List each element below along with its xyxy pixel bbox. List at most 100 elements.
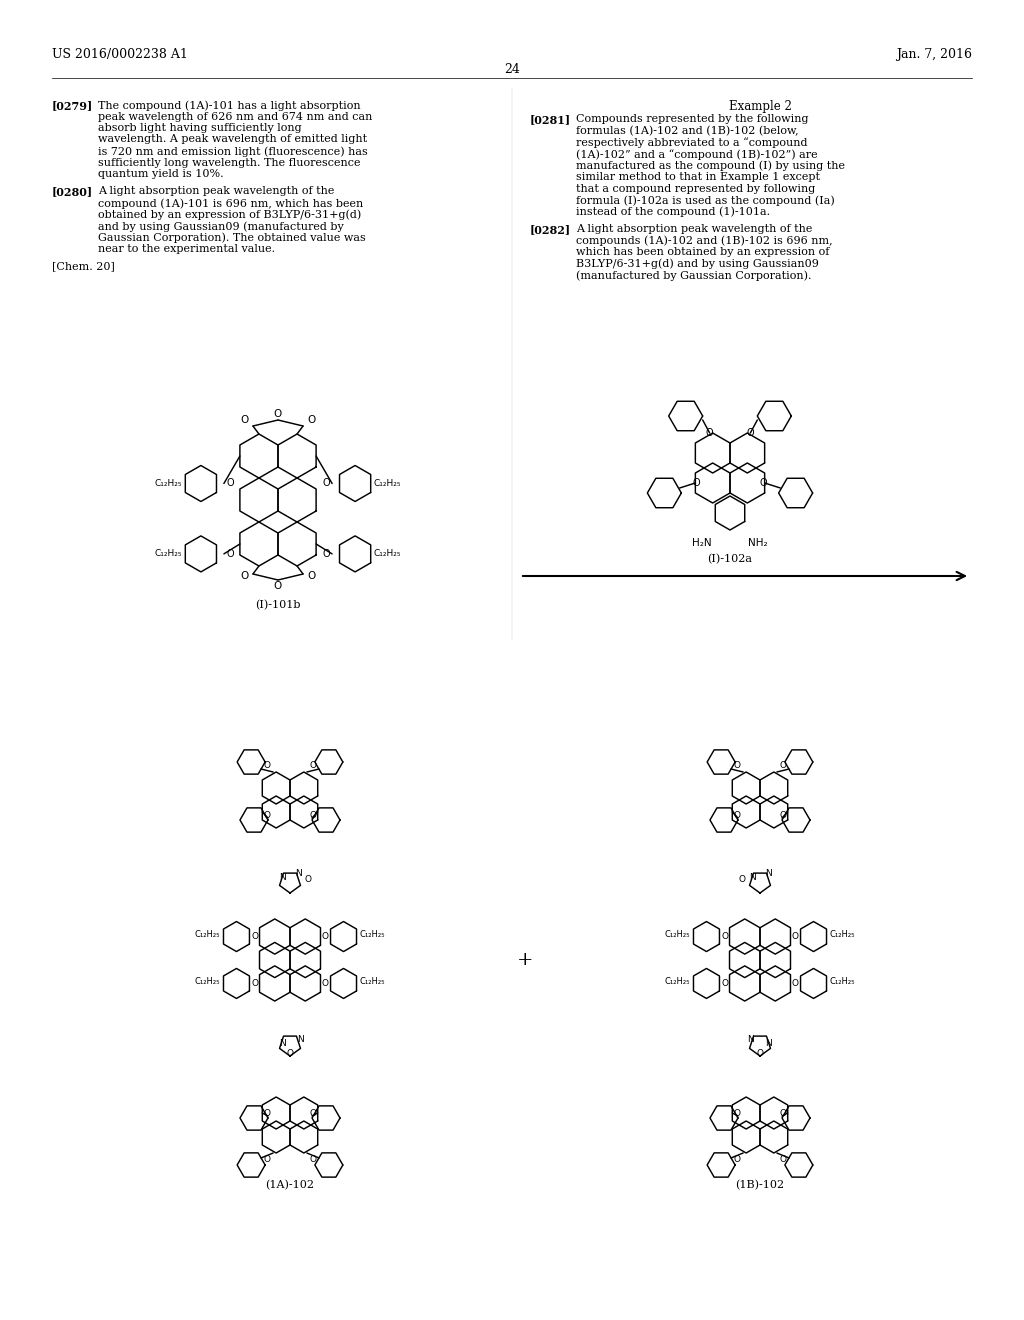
Text: O: O xyxy=(241,414,249,425)
Text: near to the experimental value.: near to the experimental value. xyxy=(98,244,275,253)
Text: N: N xyxy=(279,874,286,883)
Text: A light absorption peak wavelength of the: A light absorption peak wavelength of th… xyxy=(98,186,335,197)
Text: formulas (1A)-102 and (1B)-102 (below,: formulas (1A)-102 and (1B)-102 (below, xyxy=(575,125,799,136)
Text: O: O xyxy=(323,549,330,558)
Text: O: O xyxy=(780,1155,786,1164)
Text: C₁₂H₂₅: C₁₂H₂₅ xyxy=(665,977,690,986)
Text: O: O xyxy=(780,762,786,771)
Text: O: O xyxy=(273,581,283,591)
Text: O: O xyxy=(734,810,740,820)
Text: H₂N: H₂N xyxy=(692,539,712,548)
Text: (I)-101b: (I)-101b xyxy=(255,601,301,610)
Text: O: O xyxy=(310,1155,316,1164)
Text: C₁₂H₂₅: C₁₂H₂₅ xyxy=(195,931,220,939)
Text: compounds (1A)-102 and (1B)-102 is 696 nm,: compounds (1A)-102 and (1B)-102 is 696 n… xyxy=(575,235,833,246)
Text: O: O xyxy=(264,810,270,820)
Text: O: O xyxy=(738,875,745,884)
Text: Example 2: Example 2 xyxy=(728,100,792,114)
Text: O: O xyxy=(779,810,786,820)
Text: O: O xyxy=(733,1155,740,1164)
Text: and by using Gaussian09 (manufactured by: and by using Gaussian09 (manufactured by xyxy=(98,220,344,231)
Text: O: O xyxy=(760,478,767,488)
Text: N: N xyxy=(297,1035,303,1044)
Text: [0279]: [0279] xyxy=(52,100,93,111)
Text: compound (1A)-101 is 696 nm, which has been: compound (1A)-101 is 696 nm, which has b… xyxy=(98,198,364,209)
Text: Compounds represented by the following: Compounds represented by the following xyxy=(575,115,809,124)
Text: O: O xyxy=(263,762,270,771)
Text: O: O xyxy=(721,979,728,987)
Text: O: O xyxy=(792,932,799,941)
Text: C₁₂H₂₅: C₁₂H₂₅ xyxy=(155,549,182,558)
Text: that a compound represented by following: that a compound represented by following xyxy=(575,183,815,194)
Text: O: O xyxy=(779,1109,786,1118)
Text: A light absorption peak wavelength of the: A light absorption peak wavelength of th… xyxy=(575,224,812,234)
Text: (1B)-102: (1B)-102 xyxy=(735,1180,784,1191)
Text: C₁₂H₂₅: C₁₂H₂₅ xyxy=(665,931,690,939)
Text: O: O xyxy=(309,810,316,820)
Text: O: O xyxy=(287,1048,294,1057)
Text: Jan. 7, 2016: Jan. 7, 2016 xyxy=(896,48,972,61)
Text: peak wavelength of 626 nm and 674 nm and can: peak wavelength of 626 nm and 674 nm and… xyxy=(98,111,373,121)
Text: obtained by an expression of B3LYP/6-31+g(d): obtained by an expression of B3LYP/6-31+… xyxy=(98,210,361,220)
Text: O: O xyxy=(304,875,311,884)
Text: sufficiently long wavelength. The fluorescence: sufficiently long wavelength. The fluore… xyxy=(98,157,360,168)
Text: O: O xyxy=(273,409,283,418)
Text: O: O xyxy=(307,414,315,425)
Text: which has been obtained by an expression of: which has been obtained by an expression… xyxy=(575,247,829,257)
Text: respectively abbreviated to a “compound: respectively abbreviated to a “compound xyxy=(575,137,808,148)
Text: O: O xyxy=(746,428,754,438)
Text: O: O xyxy=(322,979,329,987)
Text: C₁₂H₂₅: C₁₂H₂₅ xyxy=(374,479,401,488)
Text: +: + xyxy=(517,950,534,969)
Text: [0281]: [0281] xyxy=(530,115,571,125)
Text: O: O xyxy=(309,1109,316,1118)
Text: C₁₂H₂₅: C₁₂H₂₅ xyxy=(359,977,385,986)
Text: O: O xyxy=(241,572,249,581)
Text: similar method to that in Example 1 except: similar method to that in Example 1 exce… xyxy=(575,172,820,182)
Text: O: O xyxy=(734,1109,740,1118)
Text: O: O xyxy=(322,932,329,941)
Text: The compound (1A)-101 has a light absorption: The compound (1A)-101 has a light absorp… xyxy=(98,100,360,111)
Text: (manufactured by Gaussian Corporation).: (manufactured by Gaussian Corporation). xyxy=(575,271,811,281)
Text: O: O xyxy=(706,428,714,438)
Text: 24: 24 xyxy=(504,63,520,77)
Text: N: N xyxy=(279,1039,286,1048)
Text: NH₂: NH₂ xyxy=(748,539,768,548)
Text: N: N xyxy=(765,869,771,878)
Text: O: O xyxy=(323,479,330,488)
Text: wavelength. A peak wavelength of emitted light: wavelength. A peak wavelength of emitted… xyxy=(98,135,368,144)
Text: manufactured as the compound (I) by using the: manufactured as the compound (I) by usin… xyxy=(575,161,845,172)
Text: (1A)-102” and a “compound (1B)-102”) are: (1A)-102” and a “compound (1B)-102”) are xyxy=(575,149,817,160)
Text: [0282]: [0282] xyxy=(530,224,571,235)
Text: O: O xyxy=(307,572,315,581)
Text: (I)-102a: (I)-102a xyxy=(708,554,753,565)
Text: [0280]: [0280] xyxy=(52,186,93,198)
Text: C₁₂H₂₅: C₁₂H₂₅ xyxy=(374,549,401,558)
Text: O: O xyxy=(251,979,258,987)
Text: N: N xyxy=(295,869,301,878)
Text: O: O xyxy=(226,549,233,558)
Text: O: O xyxy=(251,932,258,941)
Text: B3LYP/6-31+g(d) and by using Gaussian09: B3LYP/6-31+g(d) and by using Gaussian09 xyxy=(575,259,819,269)
Text: O: O xyxy=(757,1048,764,1057)
Text: N: N xyxy=(746,1035,754,1044)
Text: instead of the compound (1)-101a.: instead of the compound (1)-101a. xyxy=(575,206,770,216)
Text: C₁₂H₂₅: C₁₂H₂₅ xyxy=(195,977,220,986)
Text: N: N xyxy=(765,1039,771,1048)
Text: formula (I)-102a is used as the compound (Ia): formula (I)-102a is used as the compound… xyxy=(575,195,835,206)
Text: O: O xyxy=(721,932,728,941)
Text: C₁₂H₂₅: C₁₂H₂₅ xyxy=(829,977,855,986)
Text: quantum yield is 10%.: quantum yield is 10%. xyxy=(98,169,223,180)
Text: (1A)-102: (1A)-102 xyxy=(265,1180,314,1191)
Text: US 2016/0002238 A1: US 2016/0002238 A1 xyxy=(52,48,187,61)
Text: absorb light having sufficiently long: absorb light having sufficiently long xyxy=(98,123,302,133)
Text: is 720 nm and emission light (fluorescence) has: is 720 nm and emission light (fluorescen… xyxy=(98,147,368,157)
Text: O: O xyxy=(226,479,233,488)
Text: O: O xyxy=(733,762,740,771)
Text: Gaussian Corporation). The obtained value was: Gaussian Corporation). The obtained valu… xyxy=(98,232,366,243)
Text: [Chem. 20]: [Chem. 20] xyxy=(52,261,115,272)
Text: O: O xyxy=(264,1109,270,1118)
Text: O: O xyxy=(310,762,316,771)
Text: O: O xyxy=(792,979,799,987)
Text: C₁₂H₂₅: C₁₂H₂₅ xyxy=(829,931,855,939)
